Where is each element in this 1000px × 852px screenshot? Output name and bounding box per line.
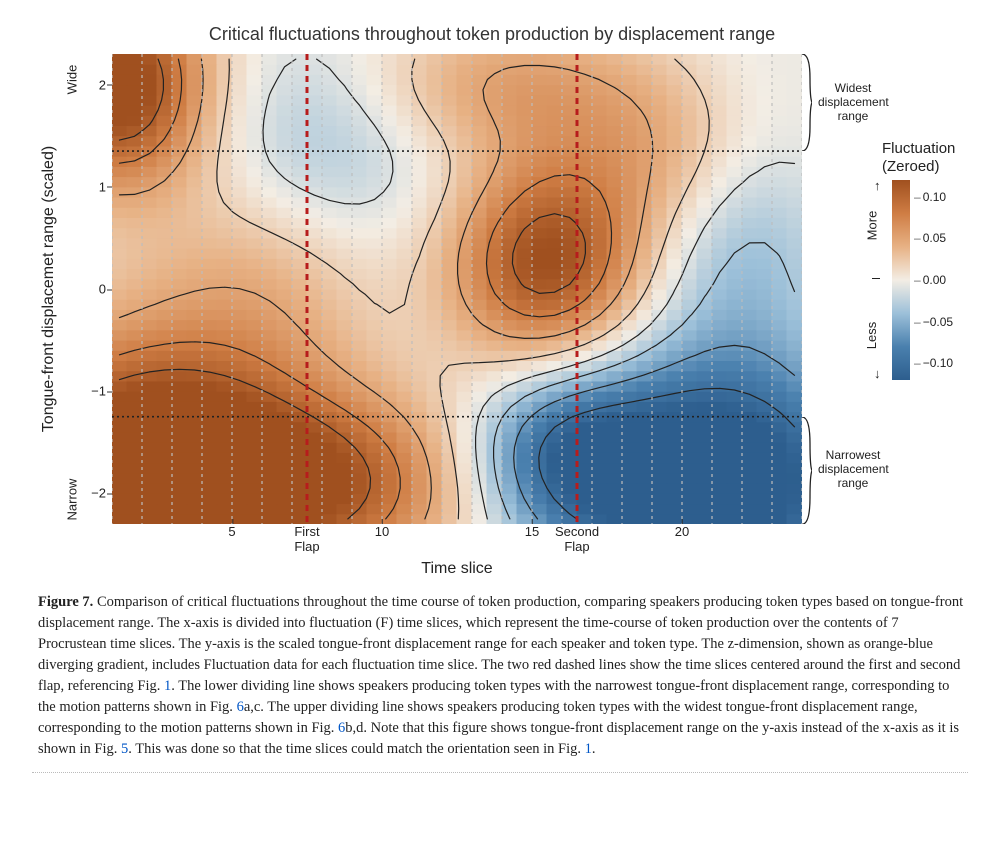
- y-axis-wide-label: Wide: [64, 54, 80, 104]
- y-axis-ticks: −2−1012: [82, 54, 110, 524]
- widest-range-label: Widest displacement range: [818, 81, 888, 123]
- figure-7: Critical fluctuations throughout token p…: [32, 20, 968, 580]
- y-axis-narrow-label: Narrow: [64, 474, 80, 524]
- y-axis-label: Tongue-front displacemet range (scaled): [38, 54, 60, 524]
- x-axis-label: Time slice: [112, 560, 802, 578]
- colorbar-gradient: [892, 180, 910, 380]
- narrowest-range-label: Narrowest displacement range: [818, 448, 888, 490]
- brace-upper-icon: [802, 54, 812, 151]
- colorbar: Fluctuation (Zeroed) ↑ More 0.100.050.00…: [882, 140, 962, 420]
- heatmap-svg: [112, 54, 802, 524]
- plot-area: [112, 54, 802, 524]
- figure-caption: Figure 7. Comparison of critical fluctua…: [32, 592, 968, 760]
- colorbar-title: Fluctuation (Zeroed): [882, 140, 962, 176]
- colorbar-center-tick-icon: [872, 278, 880, 279]
- brace-lower-icon: [802, 417, 812, 524]
- divider: [32, 772, 968, 773]
- colorbar-more-label: More: [864, 180, 880, 270]
- x-axis-ticks: 5FirstFlap1015SecondFlap20: [112, 524, 802, 560]
- page: Critical fluctuations throughout token p…: [0, 0, 1000, 852]
- arrow-down-icon: ↓: [874, 366, 881, 381]
- figure-title: Critical fluctuations throughout token p…: [132, 24, 852, 45]
